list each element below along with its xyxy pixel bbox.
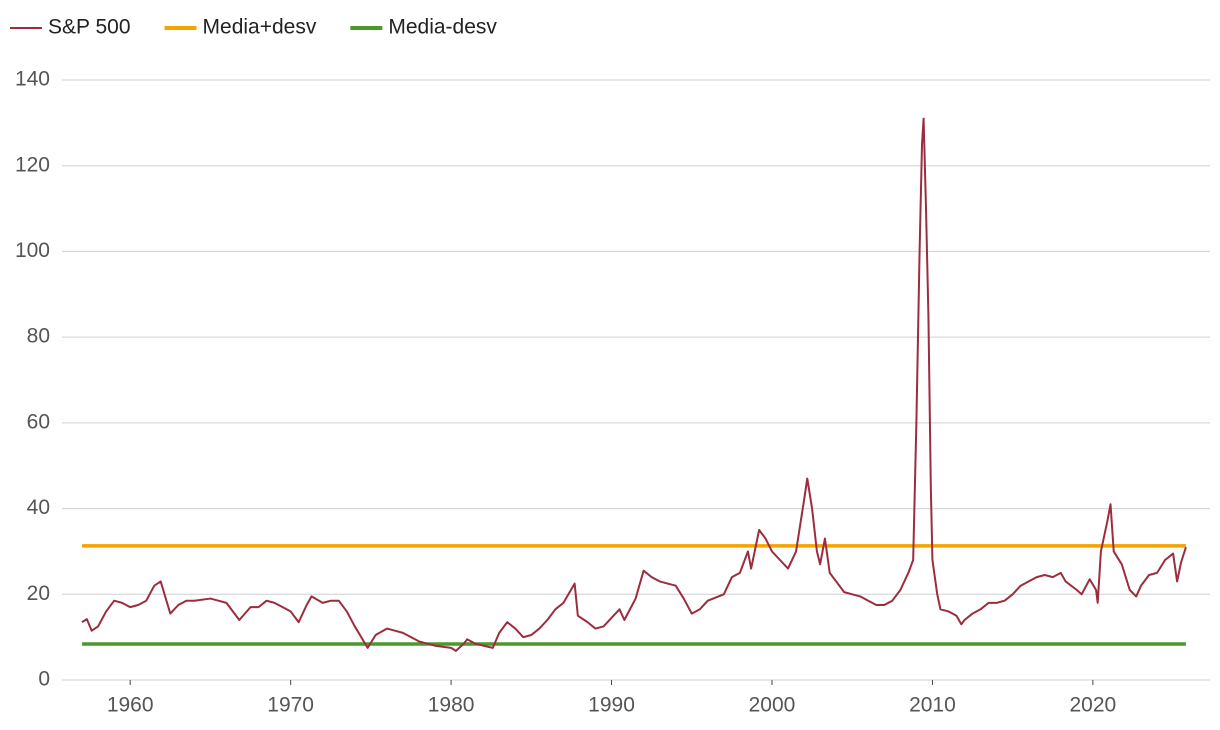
x-tick-label: 2000	[749, 694, 796, 717]
x-tick-label: 2020	[1070, 694, 1117, 717]
legend-label: S&P 500	[48, 16, 131, 39]
x-tick-label: 1960	[107, 694, 154, 717]
y-tick-label: 0	[38, 668, 50, 691]
x-tick-label: 1990	[588, 694, 635, 717]
y-tick-label: 80	[27, 325, 50, 348]
y-tick-label: 140	[15, 68, 50, 91]
x-tick-label: 1980	[428, 694, 475, 717]
x-tick-label: 2010	[909, 694, 956, 717]
y-tick-label: 40	[27, 496, 50, 519]
y-tick-label: 120	[15, 153, 50, 176]
x-tick-label: 1970	[267, 694, 314, 717]
y-tick-label: 60	[27, 410, 50, 433]
y-tick-label: 100	[15, 239, 50, 262]
legend-label: Media-desv	[388, 16, 497, 39]
series-line	[81, 117, 1187, 652]
legend-label: Media+desv	[203, 16, 317, 39]
y-tick-label: 20	[27, 582, 50, 605]
